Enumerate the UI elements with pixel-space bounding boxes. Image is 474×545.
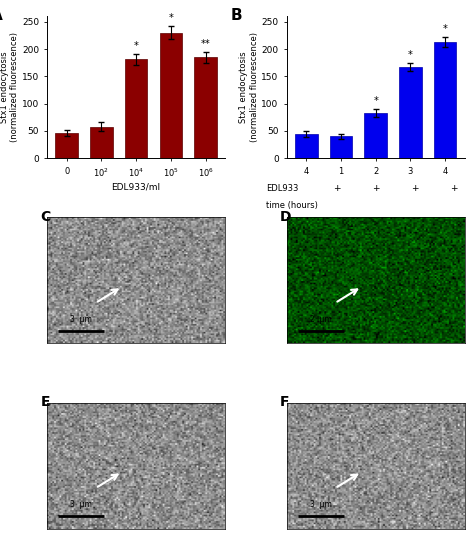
Text: *: * — [134, 41, 138, 51]
Text: *: * — [168, 14, 173, 23]
Text: *: * — [408, 50, 413, 60]
Text: E: E — [40, 395, 50, 409]
Text: 3  μm: 3 μm — [70, 500, 92, 509]
Bar — [194, 57, 217, 158]
Text: EDL933: EDL933 — [266, 184, 298, 193]
Bar — [365, 113, 387, 158]
Text: 2  μm: 2 μm — [310, 315, 332, 324]
Bar — [125, 59, 147, 158]
Text: D: D — [280, 210, 292, 224]
Text: F: F — [280, 395, 290, 409]
Bar — [160, 33, 182, 158]
Bar — [399, 67, 422, 158]
Text: 3  μm: 3 μm — [70, 315, 92, 324]
Text: *: * — [374, 96, 378, 106]
Text: EDL933/ml: EDL933/ml — [111, 183, 161, 191]
Bar — [55, 133, 78, 158]
Text: 3  μm: 3 μm — [310, 500, 332, 509]
Text: +: + — [372, 184, 380, 193]
Text: C: C — [40, 210, 51, 224]
Bar — [295, 134, 318, 158]
Text: +: + — [411, 184, 419, 193]
Bar — [434, 42, 456, 158]
Bar — [90, 126, 113, 158]
Text: time (hours): time (hours) — [266, 201, 318, 210]
Text: *: * — [443, 24, 447, 34]
Text: +: + — [333, 184, 340, 193]
Y-axis label: Stx1 endocytosis
(normalized fluorescence): Stx1 endocytosis (normalized fluorescenc… — [239, 32, 259, 142]
Text: B: B — [230, 8, 242, 23]
Bar — [330, 136, 352, 158]
Text: **: ** — [201, 39, 210, 49]
Text: A: A — [0, 8, 2, 23]
Y-axis label: Stx1 endocytosis
(normalized fluorescence): Stx1 endocytosis (normalized fluorescenc… — [0, 32, 19, 142]
Text: +: + — [450, 184, 457, 193]
